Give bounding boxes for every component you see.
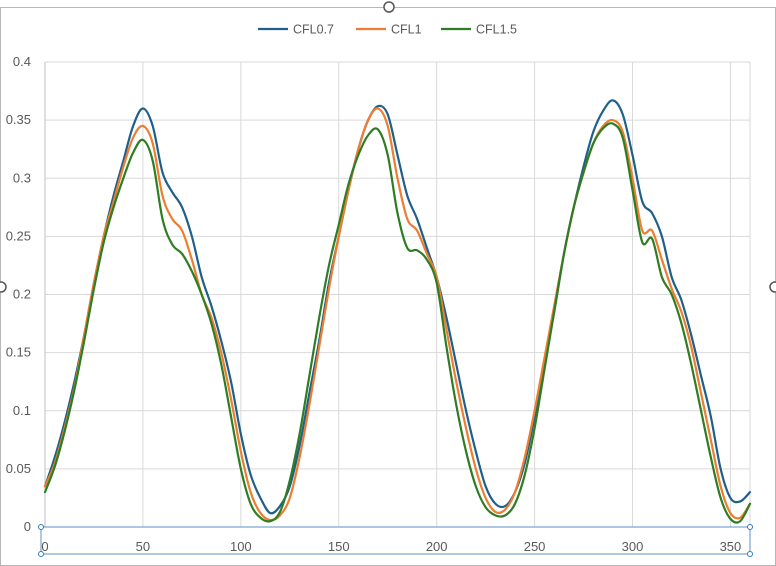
axis-handle-tl[interactable] bbox=[38, 524, 44, 530]
axis-handle-bl[interactable] bbox=[38, 551, 44, 557]
axis-handle-tr[interactable] bbox=[747, 524, 753, 530]
x-tick-label: 250 bbox=[524, 539, 546, 554]
y-tick-label: 0.3 bbox=[13, 170, 31, 185]
x-tick-label: 150 bbox=[328, 539, 350, 554]
series-line-cfl1-5[interactable] bbox=[43, 122, 752, 524]
legend-item[interactable]: CFL1.5 bbox=[441, 23, 517, 37]
resize-handle-left[interactable] bbox=[0, 281, 7, 293]
legend-item[interactable]: CFL0.7 bbox=[258, 23, 334, 37]
y-tick-label: 0.15 bbox=[6, 345, 31, 360]
legend-item[interactable]: CFL1 bbox=[356, 23, 422, 37]
axes: 0 0.05 0.1 0.15 0.2 0.25 0.3 0.35 0.4 0 50 100 150 20… bbox=[6, 54, 750, 554]
series-line-cfl1[interactable] bbox=[43, 107, 752, 522]
x-tick-label: 200 bbox=[426, 539, 448, 554]
y-tick-label: 0.05 bbox=[6, 461, 31, 476]
y-tick-label: 0.25 bbox=[6, 228, 31, 243]
axis-selection-box[interactable] bbox=[40, 526, 751, 555]
x-tick-label: 0 bbox=[41, 539, 48, 554]
x-tick-label: 50 bbox=[136, 539, 150, 554]
y-tick-label: 0.2 bbox=[13, 287, 31, 302]
y-tick-label: 0.1 bbox=[13, 403, 31, 418]
legend-label: CFL1 bbox=[391, 23, 422, 37]
axis-handle-br[interactable] bbox=[747, 551, 753, 557]
y-tick-label: 0.35 bbox=[6, 112, 31, 127]
x-tick-label: 100 bbox=[230, 539, 252, 554]
resize-handle-right[interactable] bbox=[769, 281, 776, 293]
series-lines bbox=[43, 99, 752, 524]
legend-label: CFL1.5 bbox=[476, 23, 517, 37]
legend: CFL0.7 CFL1 CFL1.5 bbox=[258, 23, 517, 37]
x-tick-label: 350 bbox=[720, 539, 742, 554]
x-tick-label: 300 bbox=[622, 539, 644, 554]
y-tick-label: 0 bbox=[24, 519, 31, 534]
series-line-cfl0-7[interactable] bbox=[43, 99, 752, 515]
resize-handle-top[interactable] bbox=[383, 1, 395, 13]
y-tick-label: 0.4 bbox=[13, 54, 31, 69]
legend-label: CFL0.7 bbox=[293, 23, 334, 37]
